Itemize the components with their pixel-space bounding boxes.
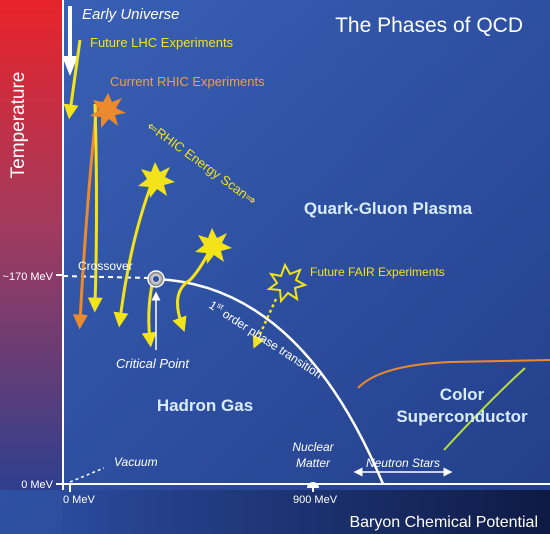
early-universe-label: Early Universe bbox=[82, 6, 180, 23]
x-axis-label: Baryon Chemical Potential bbox=[349, 514, 538, 531]
energy-scan-trajectory-1 bbox=[113, 179, 155, 328]
y-axis-label: Temperature bbox=[8, 72, 29, 179]
rhic-label: Current RHIC Experiments bbox=[110, 74, 265, 89]
transition-label-superscript: st bbox=[215, 301, 226, 312]
region-label-hadron-gas: Hadron Gas bbox=[157, 396, 253, 415]
energy-scan-burst-2 bbox=[195, 228, 232, 264]
crossover-line bbox=[62, 275, 151, 279]
fair-burst bbox=[266, 262, 308, 304]
region-label-color-line2: Superconductor bbox=[396, 407, 528, 426]
critical-point-center bbox=[153, 276, 159, 282]
nuclear-matter-label-line2: Matter bbox=[296, 456, 331, 470]
nuclear-matter-marker bbox=[307, 482, 319, 488]
vacuum-label: Vacuum bbox=[114, 455, 158, 469]
energy-scan-burst-1 bbox=[138, 162, 175, 198]
energy-scan-trajectory-3 bbox=[172, 245, 214, 333]
neutron-stars-label: Neutron Stars bbox=[366, 456, 440, 470]
region-label-color-line1: Color bbox=[440, 385, 485, 404]
y-tick-label-170: ~170 MeV bbox=[3, 271, 54, 283]
crossover-label: Crossover bbox=[78, 259, 133, 273]
vacuum-pointer bbox=[69, 467, 105, 483]
early-universe-arrowhead bbox=[62, 56, 78, 76]
color-superconductor-orange-boundary bbox=[357, 359, 550, 389]
rhic-collision-burst bbox=[90, 93, 126, 128]
x-tick-label-900: 900 MeV bbox=[293, 494, 338, 506]
y-tick-label-zero: 0 MeV bbox=[21, 479, 53, 491]
color-superconductor-green-boundary bbox=[443, 367, 526, 451]
critical-point-label: Critical Point bbox=[116, 356, 190, 371]
nuclear-matter-label-line1: Nuclear bbox=[292, 440, 334, 454]
x-tick-label-zero: 0 MeV bbox=[63, 494, 95, 506]
rhic-trajectory-yellow bbox=[87, 103, 103, 313]
first-order-transition-line bbox=[155, 277, 385, 485]
lhc-trajectory bbox=[63, 39, 82, 120]
fair-trajectory bbox=[252, 298, 278, 349]
chemical-potential-gradient-bar bbox=[62, 490, 550, 534]
region-label-quark-gluon-plasma: Quark-Gluon Plasma bbox=[304, 199, 473, 218]
lhc-label: Future LHC Experiments bbox=[90, 35, 234, 50]
diagram-title: The Phases of QCD bbox=[335, 14, 523, 37]
fair-label: Future FAIR Experiments bbox=[310, 265, 445, 279]
temperature-gradient-bar bbox=[0, 0, 62, 490]
